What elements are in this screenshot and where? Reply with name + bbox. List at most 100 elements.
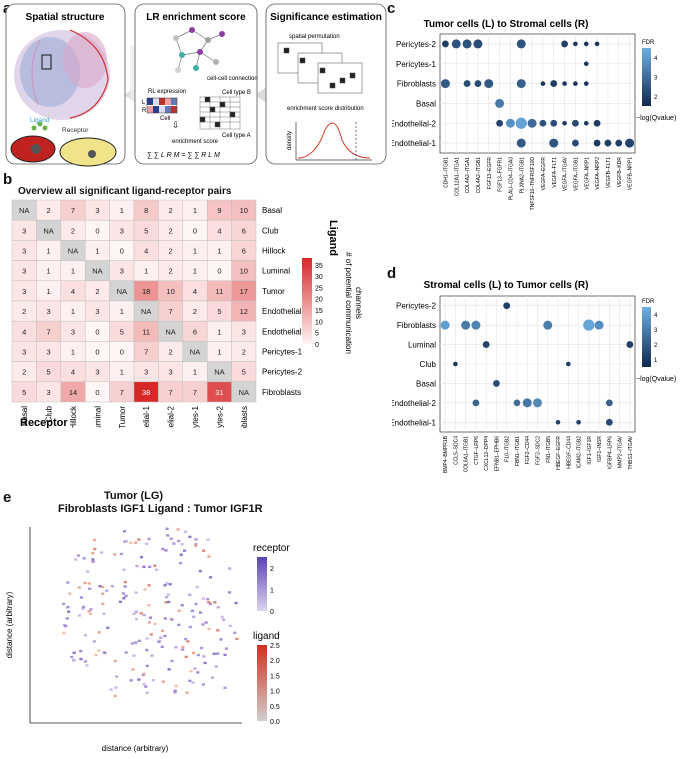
e-receptor-spot: [85, 664, 89, 667]
heatmap-cell-label: NA: [214, 368, 224, 377]
dotc-legend-bar: [642, 48, 651, 106]
spatial-permutation-text: spatial permutation: [289, 34, 340, 40]
heatmap-row-label: Endothelial-1: [262, 307, 309, 316]
heatmap-cell-label: NA: [68, 247, 78, 256]
dotc-dot: [516, 39, 526, 49]
e-ligand-spot: [142, 672, 146, 675]
heatmap-cell-label: 4: [71, 368, 75, 377]
colorbar-tick: 5: [315, 331, 319, 338]
e-receptor-spot: [82, 557, 86, 560]
e-receptor-spot: [203, 661, 207, 665]
heatmap-cell-label: 7: [193, 388, 197, 397]
dotd-col-label: ICAM2–ITGB2: [577, 436, 583, 469]
heatmap-cell-label: NA: [190, 348, 200, 357]
e-receptor-spot: [67, 610, 71, 613]
heatmap-cell-label: 1: [120, 307, 124, 316]
heatmap-cell-label: 1: [193, 206, 197, 215]
dotd-legend-tick: 3: [654, 328, 658, 334]
heatmap-col-label: Luminal: [93, 406, 102, 428]
dotc-dot: [583, 41, 589, 47]
dotd-dot: [605, 399, 613, 407]
dotd-col-label: CTGF–LRP6: [474, 436, 480, 465]
e-receptor-spot: [132, 612, 136, 616]
e-receptor-spot: [165, 582, 169, 585]
heatmap-cell-label: 7: [169, 307, 173, 316]
heatmap-cell-label: 3: [95, 206, 99, 215]
e-receptor-spot: [178, 561, 183, 565]
e-receptor-spot: [151, 679, 156, 682]
dotd-col-label: FGF2–SDC2: [536, 436, 542, 465]
heatmap-cell-label: 2: [47, 206, 51, 215]
e-receptor-tick: 0: [270, 609, 274, 616]
e-receptor-spot: [86, 570, 90, 573]
heatmap-cell-label: 1: [144, 267, 148, 276]
heatmap-cell-label: 1: [47, 267, 51, 276]
heatmap-cell-label: 5: [144, 226, 148, 235]
e-ligand-spot: [101, 602, 105, 606]
e-receptor-spot: [130, 642, 135, 645]
dotd-col-label: FBN1–ITGB1: [515, 436, 521, 466]
e-receptor-spot: [99, 551, 104, 554]
heatmap-cell-label: NA: [117, 287, 127, 296]
dotd-legend-tick: 1: [654, 358, 658, 364]
e-receptor-spot: [219, 638, 223, 641]
e-receptor-spot: [134, 591, 138, 594]
e-ligand-spot: [91, 551, 95, 555]
dotc-dot: [540, 81, 546, 86]
dotc-col-label: FGF13–EGFR: [487, 157, 493, 190]
e-ligand-spot: [62, 631, 66, 635]
dotd-col-label: F10–ITGB2: [505, 436, 511, 462]
heatmap-cell-label: 17: [240, 287, 248, 296]
heatmap-cell-label: 3: [47, 348, 51, 357]
receptor-cell: [59, 137, 117, 167]
e-receptor-spot: [174, 646, 178, 649]
e-receptor-spot: [193, 667, 197, 670]
e-receptor-spot: [64, 624, 68, 628]
e-receptor-spot: [201, 683, 205, 686]
heatmap-col-label: Basal: [20, 406, 29, 426]
e-receptor-spot: [109, 688, 113, 691]
e-receptor-spot: [163, 634, 167, 638]
heatmap-cell-label: 2: [169, 206, 173, 215]
e-receptor-spot: [147, 537, 151, 541]
heatmap-cell-label: 1: [71, 348, 75, 357]
e-ligand-tick: 0.5: [270, 704, 280, 711]
enrichment-formula-icon: ∑ ∑ L R M = ∑ ∑ R L M: [147, 152, 220, 159]
heatmap-cell-label: 11: [216, 287, 224, 296]
e-receptor-spot: [163, 617, 167, 620]
dotd-col-label: IGFBP4–LRP6: [607, 436, 613, 469]
heatmap-cell-label: 3: [120, 267, 124, 276]
heatmap-cell-label: 1: [95, 247, 99, 256]
e-receptor-spot: [122, 568, 126, 572]
e-receptor-spot: [83, 660, 88, 663]
dotc-dot: [442, 40, 449, 48]
dotd-col-label: IGF1–IGF1R: [587, 436, 593, 465]
heatmap-cell-label: 3: [22, 247, 26, 256]
dotd-dot: [513, 399, 521, 407]
dotc-plot-frame: [439, 33, 636, 154]
e-ligand-spot: [191, 651, 196, 655]
e-receptor-spot: [228, 567, 232, 570]
e-ylabel: distance (arbitrary): [5, 591, 14, 658]
e-ligand-spot: [93, 547, 97, 551]
row-r-text: R: [142, 108, 147, 114]
heatmap-cell-label: 0: [120, 247, 124, 256]
heatmap-cell-label: 7: [71, 206, 75, 215]
heatmap-cell-label: 5: [217, 307, 221, 316]
dotd-dot: [533, 398, 542, 408]
e-receptor-spot: [188, 593, 192, 597]
e-receptor-spot: [190, 609, 195, 613]
heatmap-cell-label: 1: [217, 348, 221, 357]
e-receptor-spot: [212, 652, 216, 655]
e-ligand-spot: [161, 680, 165, 683]
dotc-col-label: CDH1–ITGB1: [443, 157, 449, 188]
dotc-row-label: Basal: [416, 99, 436, 108]
heatmap-cell-label: 0: [217, 267, 221, 276]
e-ligand-spot: [83, 581, 87, 585]
e-ligand-spot: [194, 544, 198, 547]
e-receptor-spot: [82, 605, 86, 609]
e-receptor-spot: [76, 554, 81, 557]
e-ligand-spot: [77, 586, 81, 589]
heatmap-cell-label: 3: [95, 368, 99, 377]
dotc-legend-label: −log(Qvalue): [636, 115, 676, 122]
